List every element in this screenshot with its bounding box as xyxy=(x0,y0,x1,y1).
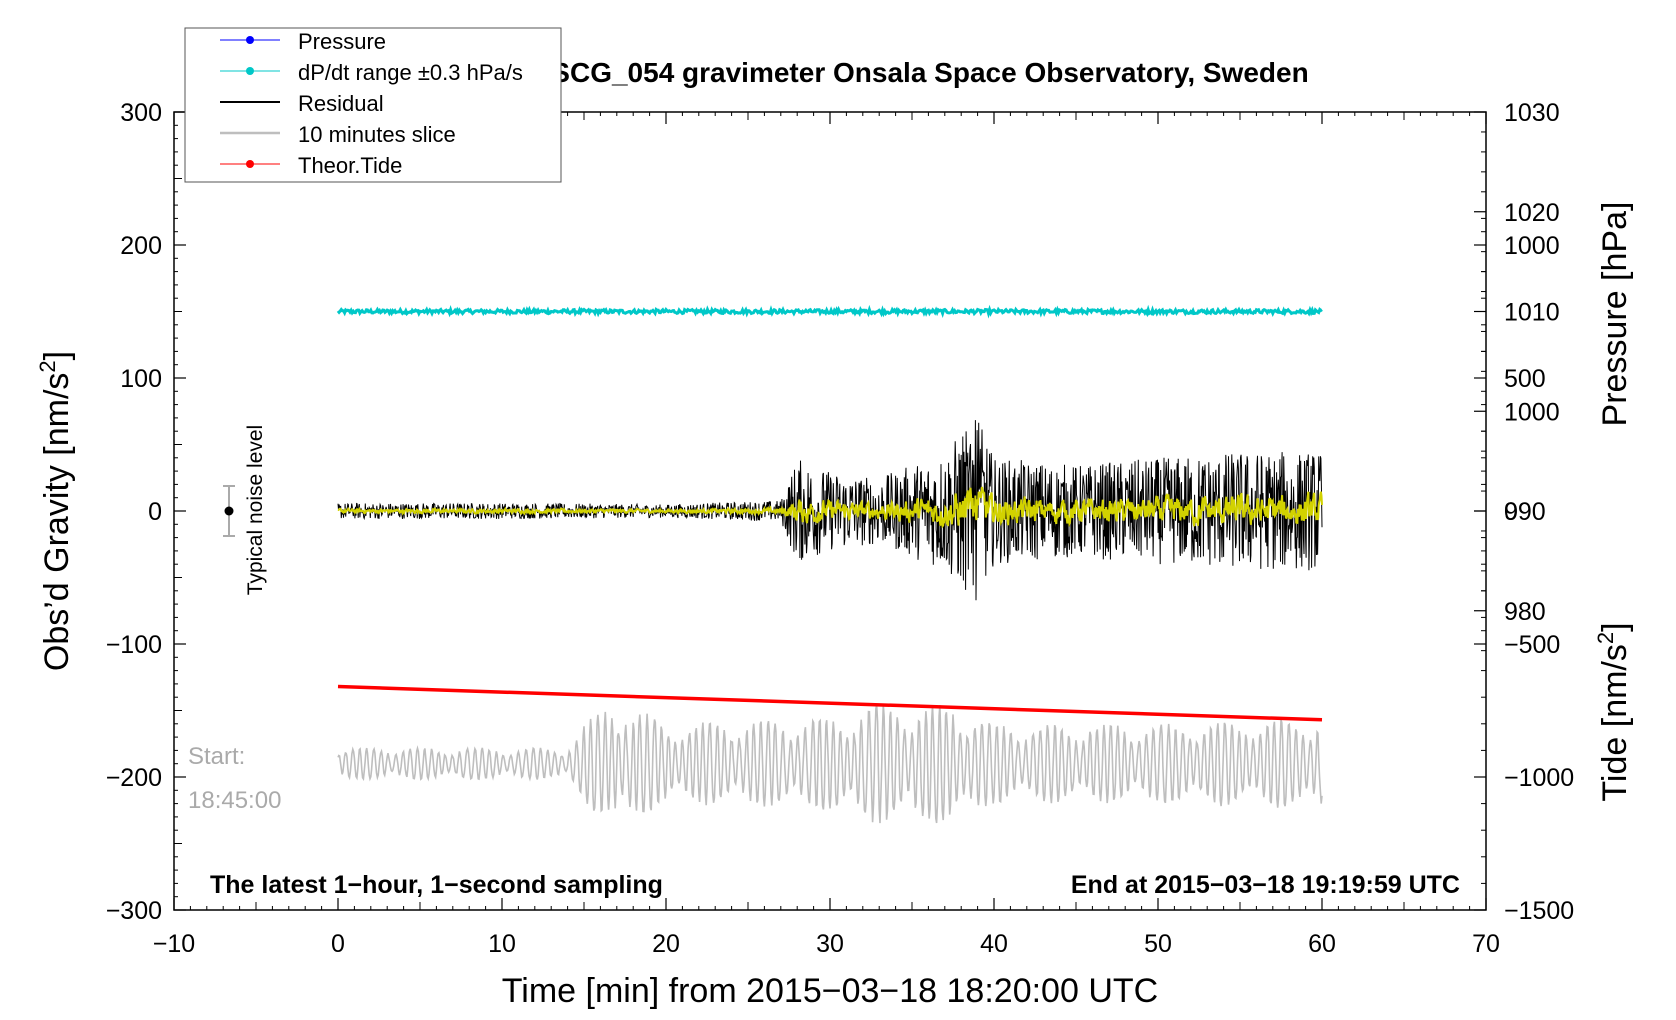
y-axis-label-left: Obs’d Gravity [nm/s2] xyxy=(35,351,76,671)
legend-dot-tide xyxy=(246,160,254,168)
tide-tick-label: −1500 xyxy=(1504,897,1574,925)
x-tick-label: 60 xyxy=(1308,930,1336,958)
tide-line xyxy=(337,684,1323,722)
legend-label-tide: Theor.Tide xyxy=(298,153,402,178)
tide-tick-label: 0 xyxy=(1504,498,1518,526)
noise-point xyxy=(224,506,234,516)
x-axis-label: Time [min] from 2015−03−18 18:20:00 UTC xyxy=(502,972,1158,1010)
tide-tick-label: 500 xyxy=(1504,365,1546,393)
x-tick-label: 30 xyxy=(816,930,844,958)
x-tick-label: 20 xyxy=(652,930,680,958)
y-tick-label: 0 xyxy=(148,498,162,526)
start-time: 18:45:00 xyxy=(188,787,281,814)
y-tick-label: 300 xyxy=(120,99,162,127)
legend-box xyxy=(184,27,562,183)
pressure-tick-label: 1010 xyxy=(1504,299,1560,327)
noise-level-label: Typical noise level xyxy=(244,425,267,595)
x-tick-label: 0 xyxy=(331,930,345,958)
legend-dot-pressure xyxy=(246,36,254,44)
legend-dot-dpdt xyxy=(246,67,254,75)
legend-label-slice: 10 minutes slice xyxy=(298,122,456,147)
legend-item-residual: Residual xyxy=(220,91,384,116)
legend-label-residual: Residual xyxy=(298,91,384,116)
tide-tick-label: 1000 xyxy=(1504,232,1560,260)
legend-label-dpdt: dP/dt range ±0.3 hPa/s xyxy=(298,60,523,85)
noise-level-marker: Typical noise level xyxy=(223,425,267,595)
x-tick-label: 50 xyxy=(1144,930,1172,958)
x-tick-label: −10 xyxy=(153,930,195,958)
y-tick-label: −200 xyxy=(106,764,162,792)
y-tick-label: −300 xyxy=(106,897,162,925)
x-tick-label: 10 xyxy=(488,930,516,958)
tide-tick-label: −500 xyxy=(1504,631,1560,659)
x-tick-label: 40 xyxy=(980,930,1008,958)
pressure-tick-label: 1030 xyxy=(1504,99,1560,127)
residual-line xyxy=(337,420,1323,601)
legend-item-pressure: Pressure xyxy=(220,29,386,54)
start-label: Start: xyxy=(188,743,245,770)
annotation-bottom-left: The latest 1−hour, 1−second sampling xyxy=(210,871,663,899)
slice-line xyxy=(337,704,1323,824)
tide-tick-label: −1000 xyxy=(1504,764,1574,792)
x-tick-label: 70 xyxy=(1472,930,1500,958)
legend-item-tide: Theor.Tide xyxy=(220,153,402,178)
tick-labels: −10 0 10 20 30 40 50 60 703002001000−100−200−300… xyxy=(106,99,1575,958)
filtered-line xyxy=(337,486,1323,529)
legend-item-dpdt: dP/dt range ±0.3 hPa/s xyxy=(220,60,523,85)
dpdt-band-line xyxy=(336,304,1323,319)
y-tick-label: −100 xyxy=(106,631,162,659)
y-axis-label-tide: Tide [nm/s2] xyxy=(1593,622,1634,801)
pressure-tick-label: 1000 xyxy=(1504,398,1560,426)
y-tick-label: 100 xyxy=(120,365,162,393)
y-axis-label-pressure: Pressure [hPa] xyxy=(1596,202,1634,427)
legend-item-slice: 10 minutes slice xyxy=(220,122,456,147)
y-tick-label: 200 xyxy=(120,232,162,260)
annotation-bottom-right: End at 2015−03−18 19:19:59 UTC xyxy=(1071,871,1460,899)
pressure-tick-label: 1020 xyxy=(1504,199,1560,227)
legend-label-pressure: Pressure xyxy=(298,29,386,54)
legend: Pressure dP/dt range ±0.3 hPa/s Residual… xyxy=(184,27,562,183)
series-layer xyxy=(336,304,1323,824)
pressure-tick-label: 990 xyxy=(1504,498,1546,526)
pressure-tick-label: 980 xyxy=(1504,598,1546,626)
chart-title: SCG_054 gravimeter Onsala Space Observat… xyxy=(551,57,1308,88)
